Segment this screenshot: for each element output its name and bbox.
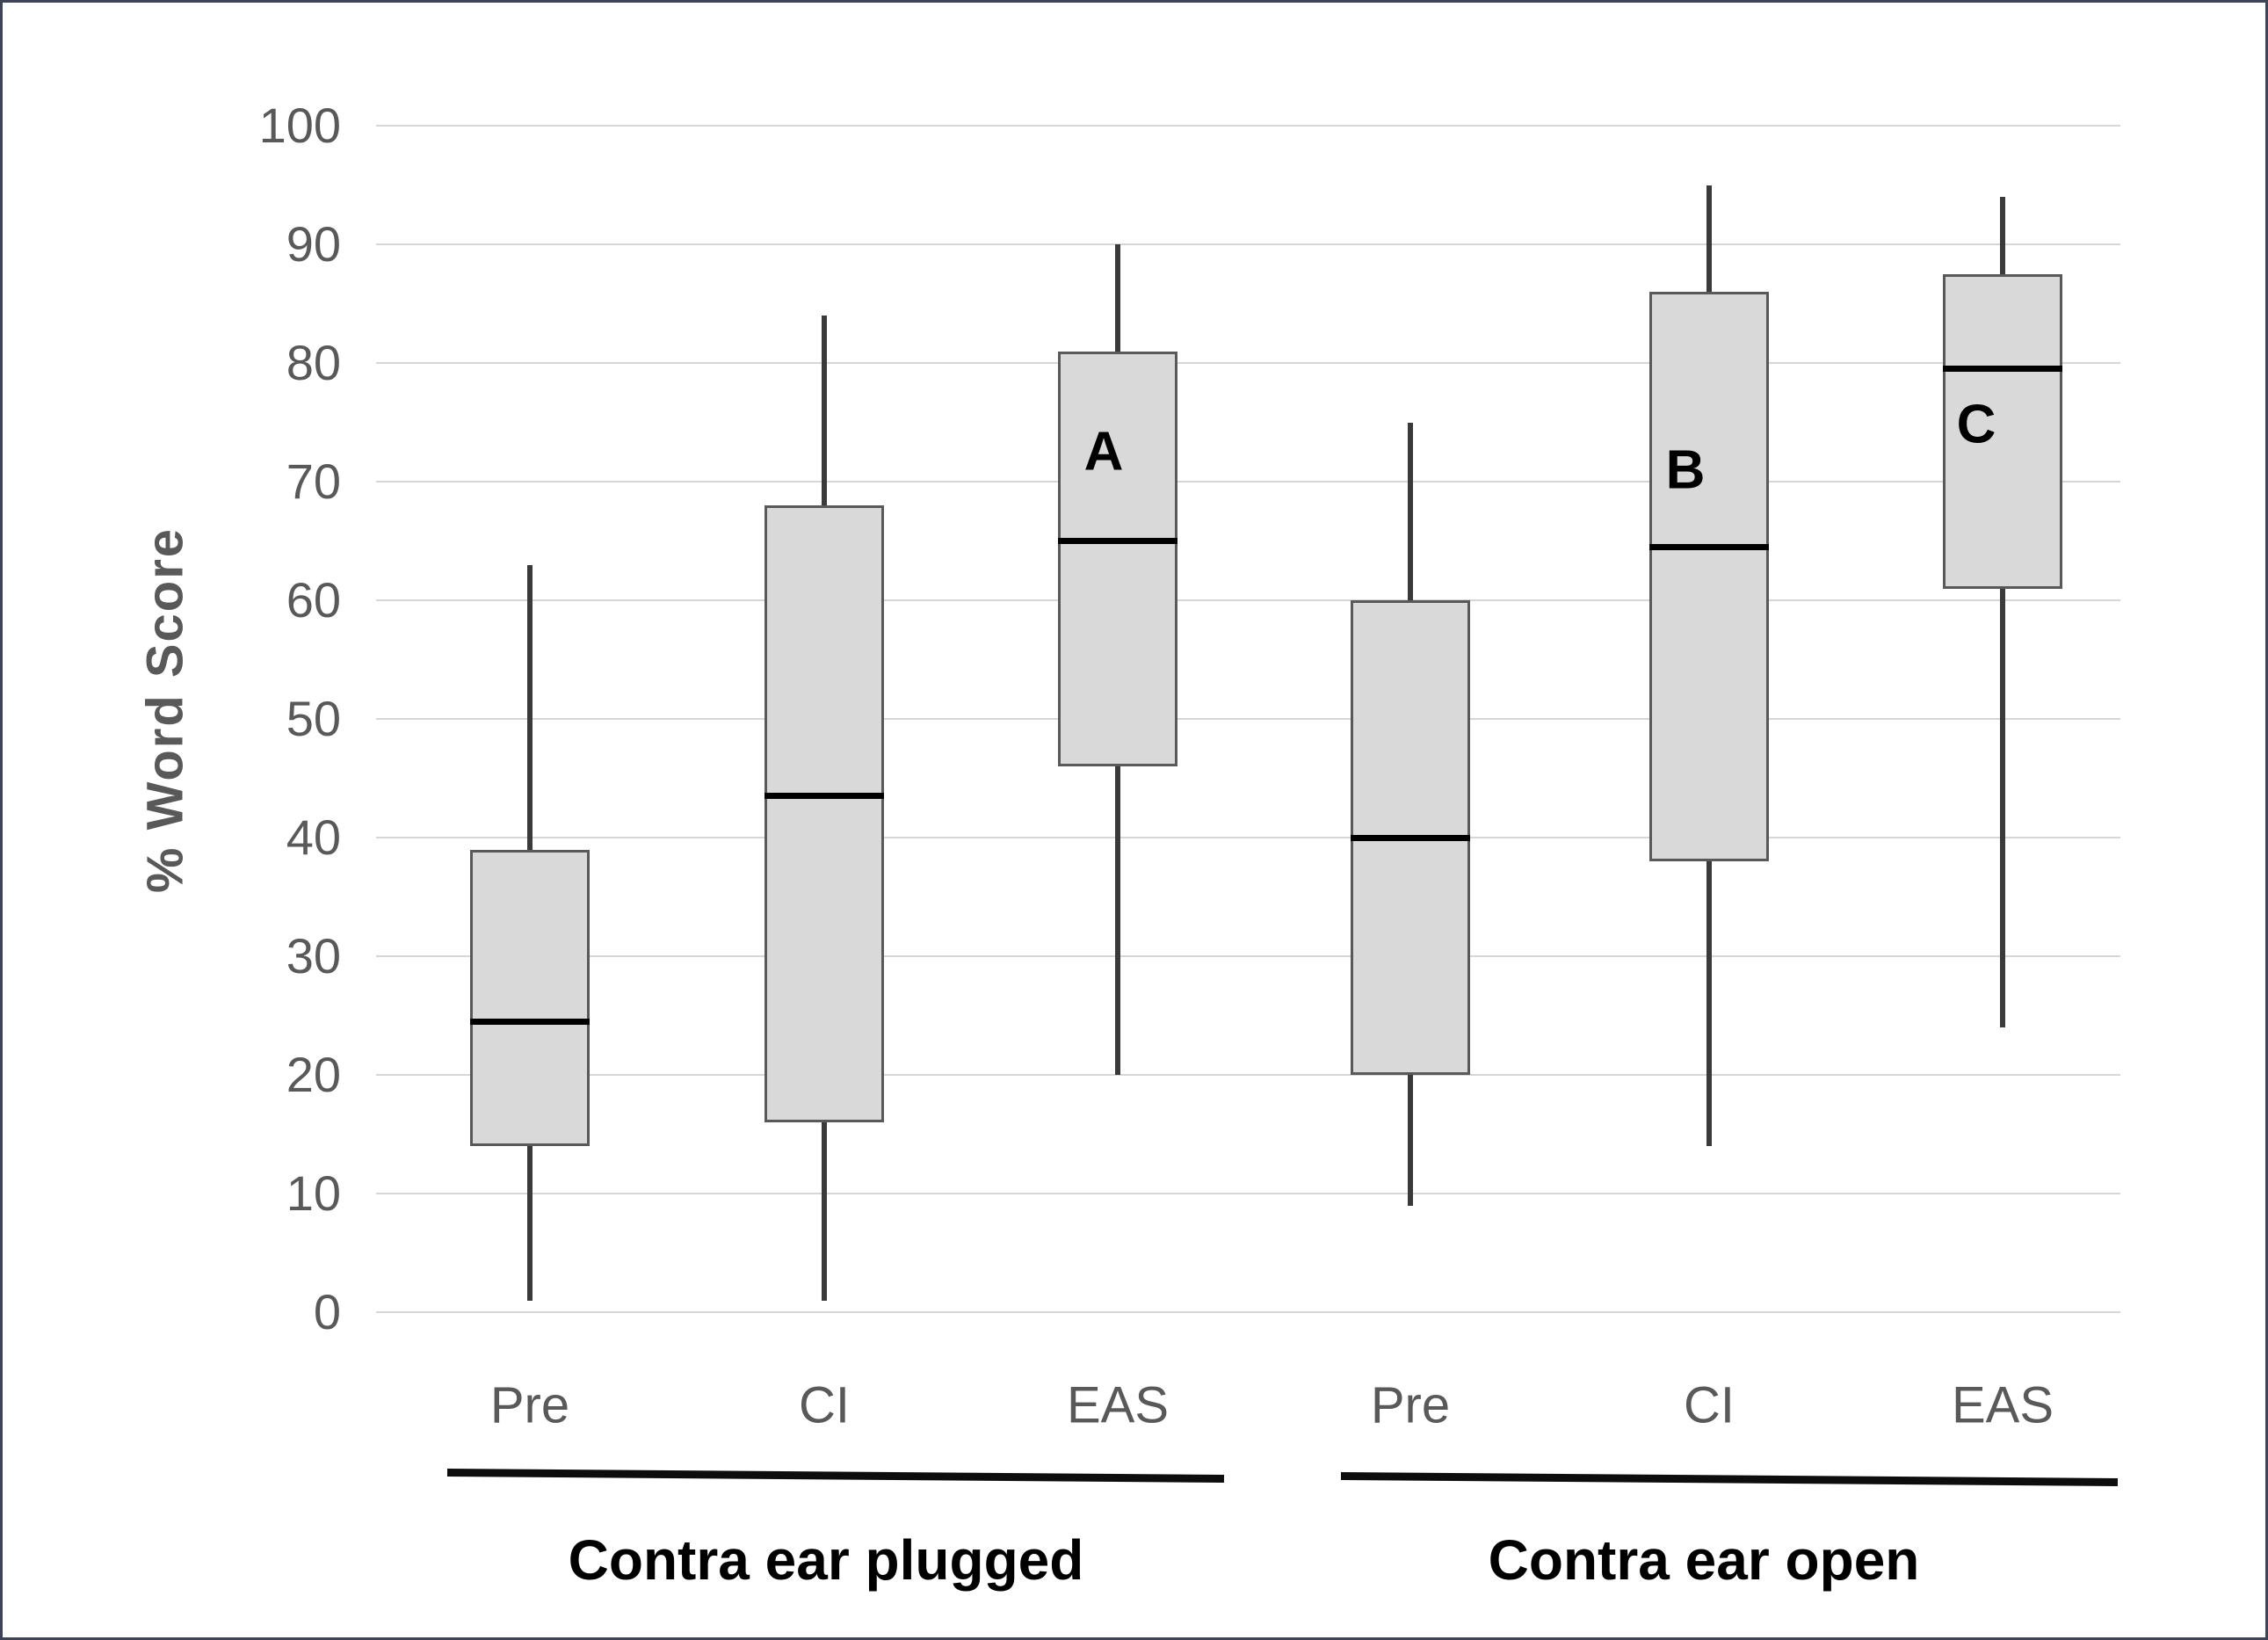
box-contra-ear-plugged-pre (470, 849, 590, 1146)
y-tick-label-40: 40 (286, 809, 341, 865)
box-contra-ear-plugged-eas (1058, 351, 1177, 766)
gridline-y-80 (376, 362, 2120, 364)
x-category-label-pre-open: Pre (1370, 1376, 1451, 1434)
gridline-y-60 (376, 599, 2120, 601)
box-contra-ear-open-eas (1943, 273, 2062, 589)
median-line-pre-plugged (470, 1018, 590, 1025)
box-contra-ear-open-ci (1649, 292, 1769, 861)
box-contra-ear-plugged-ci (764, 505, 884, 1122)
box-annotation-c: C (1956, 394, 1996, 455)
box-annotation-a: A (1083, 421, 1124, 483)
y-tick-label-50: 50 (286, 691, 341, 746)
gridline-y-70 (376, 481, 2120, 483)
gridline-y-90 (376, 243, 2120, 245)
median-line-eas-open (1943, 366, 2062, 373)
median-line-ci-open (1649, 543, 1769, 550)
gridline-y-30 (376, 955, 2120, 957)
x-category-label-ci-plugged: CI (799, 1376, 850, 1434)
y-tick-label-30: 30 (286, 928, 341, 983)
y-tick-label-70: 70 (286, 454, 341, 509)
gridline-y-10 (376, 1193, 2120, 1194)
y-tick-label-60: 60 (286, 572, 341, 628)
y-tick-label-90: 90 (286, 216, 341, 272)
group-underline-open (1340, 1472, 2119, 1486)
y-tick-label-80: 80 (286, 335, 341, 390)
median-line-pre-open (1351, 834, 1470, 841)
gridline-y-100 (376, 125, 2120, 127)
gridline-y-40 (376, 837, 2120, 838)
group-label-plugged: Contra ear plugged (568, 1528, 1084, 1592)
x-category-label-eas-plugged: EAS (1066, 1376, 1170, 1434)
whisker-contra-ear-open-eas (2000, 197, 2005, 1027)
x-category-label-ci-open: CI (1684, 1376, 1735, 1434)
gridline-y-0 (376, 1311, 2120, 1313)
group-label-open: Contra ear open (1488, 1528, 1920, 1592)
y-tick-label-0: 0 (313, 1284, 341, 1339)
y-tick-label-10: 10 (286, 1165, 341, 1221)
x-category-label-eas-open: EAS (1951, 1376, 2054, 1434)
y-tick-label-20: 20 (286, 1047, 341, 1102)
group-underline-plugged (446, 1469, 1225, 1483)
y-tick-label-100: 100 (258, 98, 341, 153)
x-category-label-pre-plugged: Pre (489, 1376, 570, 1434)
median-line-eas-plugged (1058, 538, 1177, 544)
box-annotation-b: B (1665, 439, 1706, 500)
gridline-y-50 (376, 718, 2120, 720)
gridline-y-20 (376, 1074, 2120, 1076)
median-line-ci-plugged (764, 793, 884, 800)
